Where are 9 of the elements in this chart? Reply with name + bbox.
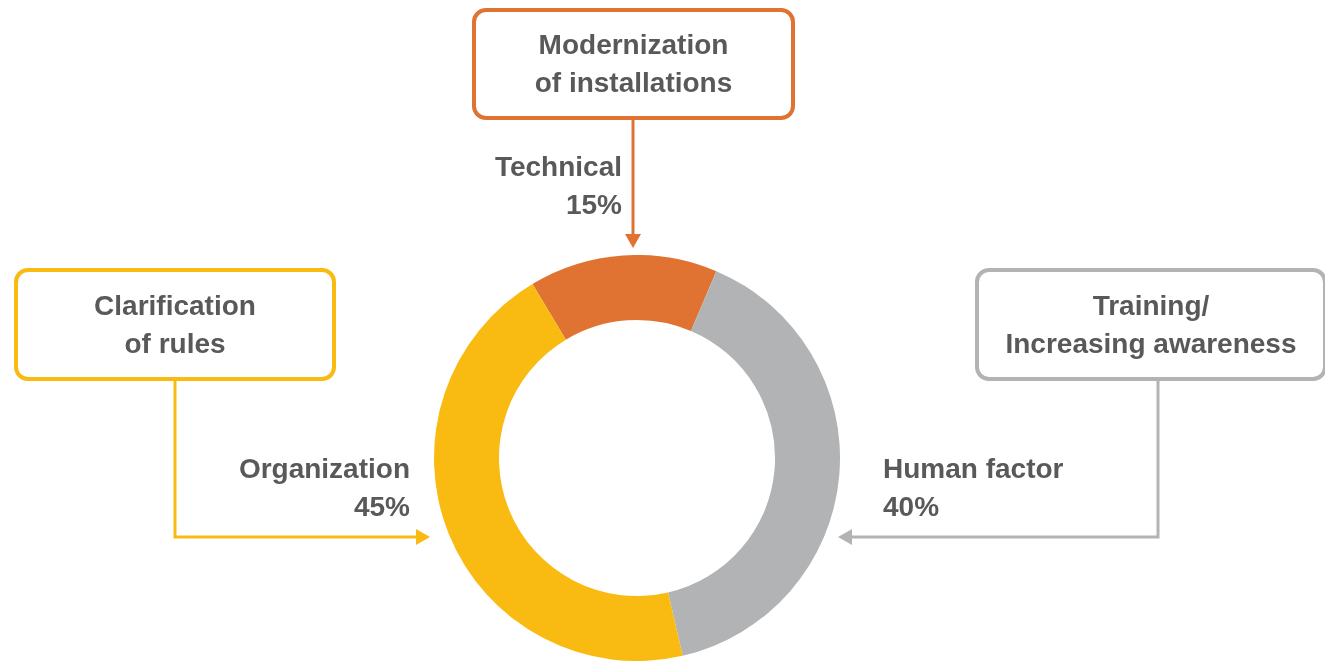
text: Clarification of rules: [94, 288, 256, 361]
data-label: 40%: [883, 490, 941, 524]
text: Training/ Increasing awareness: [1005, 288, 1297, 361]
slice-label: Organization: [238, 452, 410, 486]
text: Modernization of installations: [534, 28, 733, 100]
slice-label: Technical: [494, 150, 622, 184]
slice-label: Human factor: [883, 452, 1064, 486]
data-label: 45%: [352, 490, 410, 524]
data-label: 15%: [564, 188, 622, 222]
